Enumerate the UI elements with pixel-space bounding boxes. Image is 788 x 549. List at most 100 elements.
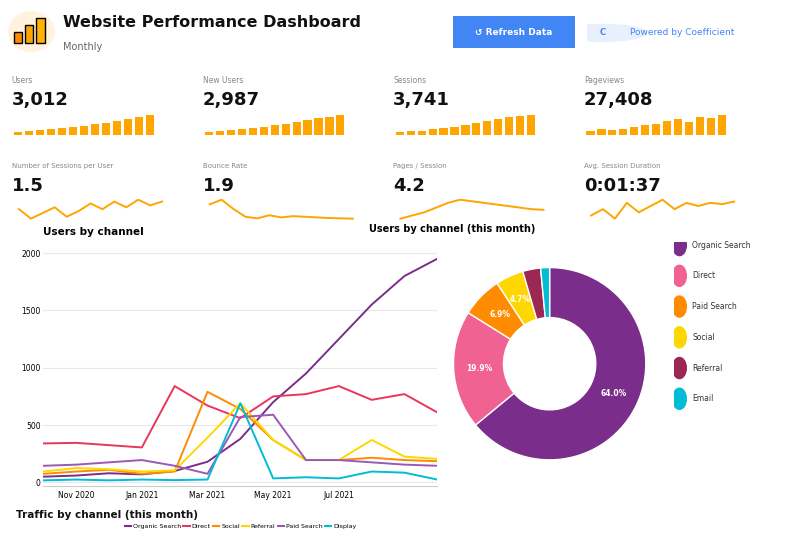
- Text: 1.9: 1.9: [203, 177, 234, 195]
- Bar: [608, 130, 616, 135]
- Bar: [652, 124, 660, 135]
- Text: C: C: [600, 29, 606, 37]
- Text: Users by channel: Users by channel: [43, 227, 144, 237]
- Bar: [407, 131, 414, 135]
- Bar: [69, 127, 77, 135]
- Circle shape: [673, 357, 686, 379]
- Text: 6.9%: 6.9%: [489, 310, 510, 319]
- Bar: [292, 122, 301, 135]
- Bar: [102, 122, 110, 135]
- Text: 1.5: 1.5: [12, 177, 43, 195]
- Text: Monthly: Monthly: [63, 42, 102, 52]
- Circle shape: [9, 12, 54, 52]
- Bar: [505, 117, 513, 135]
- Bar: [663, 121, 671, 135]
- Bar: [707, 118, 715, 135]
- Bar: [483, 121, 492, 135]
- Bar: [325, 116, 333, 135]
- Wedge shape: [497, 271, 537, 325]
- Bar: [718, 115, 726, 135]
- Bar: [249, 128, 257, 135]
- Text: Users by channel (this month): Users by channel (this month): [370, 225, 536, 234]
- Text: Avg. Session Duration: Avg. Session Duration: [584, 163, 660, 169]
- Bar: [303, 120, 312, 135]
- Text: ↺ Refresh Data: ↺ Refresh Data: [475, 28, 553, 37]
- Bar: [440, 128, 448, 135]
- Bar: [674, 119, 682, 135]
- Bar: [14, 132, 23, 135]
- Bar: [216, 131, 224, 135]
- Bar: [314, 118, 322, 135]
- Bar: [619, 128, 627, 135]
- Bar: [260, 127, 268, 135]
- Bar: [205, 132, 214, 135]
- Text: 27,408: 27,408: [584, 91, 653, 109]
- Bar: [597, 129, 605, 135]
- Bar: [227, 130, 235, 135]
- Bar: [396, 132, 404, 135]
- Text: 3,012: 3,012: [12, 91, 69, 109]
- FancyBboxPatch shape: [36, 18, 45, 43]
- Text: 64.0%: 64.0%: [600, 389, 626, 398]
- Bar: [630, 127, 638, 135]
- Text: Organic Search: Organic Search: [692, 240, 750, 250]
- Bar: [418, 131, 426, 135]
- Text: Website Performance Dashboard: Website Performance Dashboard: [63, 15, 361, 30]
- Text: 2,987: 2,987: [203, 91, 259, 109]
- Bar: [47, 129, 55, 135]
- Bar: [696, 117, 704, 135]
- Bar: [91, 124, 99, 135]
- Text: Sessions: Sessions: [393, 76, 426, 86]
- Wedge shape: [468, 283, 525, 339]
- Bar: [451, 127, 459, 135]
- Circle shape: [673, 265, 686, 287]
- Legend: Organic Search, Direct, Social, Referral, Paid Search, Display: Organic Search, Direct, Social, Referral…: [122, 521, 359, 531]
- Bar: [36, 130, 44, 135]
- Wedge shape: [541, 267, 549, 318]
- Bar: [25, 131, 33, 135]
- Circle shape: [673, 296, 686, 317]
- Bar: [461, 125, 470, 135]
- Text: Pageviews: Pageviews: [584, 76, 624, 86]
- Wedge shape: [522, 268, 545, 320]
- Bar: [685, 122, 693, 135]
- Bar: [80, 126, 88, 135]
- FancyBboxPatch shape: [13, 31, 22, 43]
- Bar: [336, 115, 344, 135]
- Text: 0:01:37: 0:01:37: [584, 177, 660, 195]
- Circle shape: [673, 234, 686, 256]
- Bar: [135, 117, 143, 135]
- Wedge shape: [454, 313, 514, 425]
- Text: Bounce Rate: Bounce Rate: [203, 163, 247, 169]
- Circle shape: [559, 25, 646, 41]
- Bar: [494, 119, 503, 135]
- Text: 4.2: 4.2: [393, 177, 425, 195]
- Bar: [113, 121, 121, 135]
- Bar: [238, 129, 246, 135]
- Circle shape: [673, 327, 686, 348]
- Text: 19.9%: 19.9%: [466, 364, 492, 373]
- Bar: [641, 125, 649, 135]
- Bar: [58, 128, 66, 135]
- Text: Email: Email: [692, 394, 713, 404]
- Circle shape: [673, 388, 686, 410]
- Bar: [281, 124, 290, 135]
- Text: Number of Sessions per User: Number of Sessions per User: [12, 163, 113, 169]
- FancyBboxPatch shape: [444, 14, 585, 51]
- Wedge shape: [475, 267, 645, 460]
- Text: 4.7%: 4.7%: [510, 295, 531, 305]
- FancyBboxPatch shape: [25, 25, 33, 43]
- Bar: [527, 115, 535, 135]
- Bar: [146, 115, 154, 135]
- Text: Social: Social: [692, 333, 715, 342]
- Bar: [516, 116, 524, 135]
- Text: Users: Users: [12, 76, 33, 86]
- Text: Pages / Session: Pages / Session: [393, 163, 447, 169]
- Text: Referral: Referral: [692, 363, 723, 373]
- Text: Powered by Coefficient: Powered by Coefficient: [630, 29, 734, 37]
- Bar: [586, 131, 595, 135]
- Text: Traffic by channel (this month): Traffic by channel (this month): [16, 510, 198, 520]
- Bar: [429, 130, 437, 135]
- Text: Direct: Direct: [692, 271, 716, 281]
- Text: Paid Search: Paid Search: [692, 302, 737, 311]
